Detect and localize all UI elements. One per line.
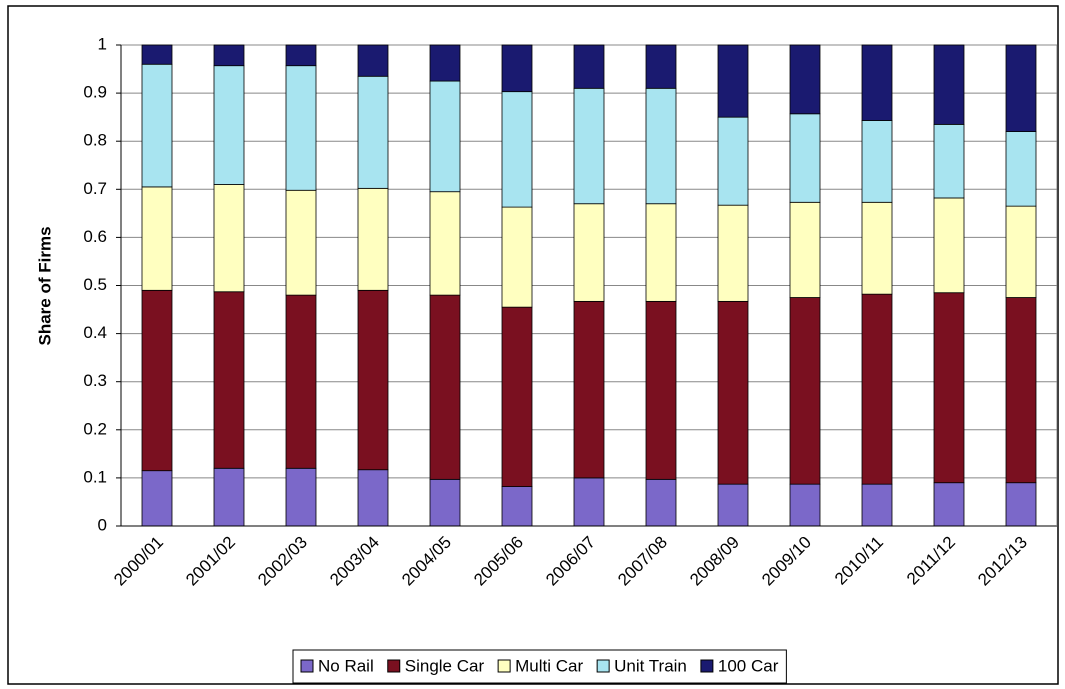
- bar-segment: [429, 191, 461, 296]
- bar-segment: [141, 186, 173, 291]
- bar-segment: [141, 63, 173, 188]
- bar-segment: [789, 201, 821, 298]
- bar-segment: [285, 189, 317, 296]
- bar-segment: [357, 289, 389, 471]
- bar-segment: [501, 306, 533, 487]
- bar-segment: [861, 483, 893, 527]
- bar-segment: [213, 291, 245, 469]
- bar-segment: [141, 44, 173, 65]
- y-tick-label: 0.9: [83, 83, 107, 102]
- legend-swatch: [300, 659, 314, 673]
- bar-segment: [933, 482, 965, 527]
- bar-segment: [357, 44, 389, 77]
- y-tick-label: 0.7: [83, 179, 107, 198]
- bar-segment: [573, 477, 605, 527]
- bar-segment: [573, 44, 605, 89]
- bar-segment: [285, 294, 317, 469]
- legend-swatch: [497, 659, 511, 673]
- bar-segment: [573, 300, 605, 479]
- legend-label: Unit Train: [614, 656, 687, 675]
- bar-segment: [429, 294, 461, 480]
- bar-segment: [717, 44, 749, 118]
- bar-segment: [573, 87, 605, 205]
- legend-label: Multi Car: [515, 656, 583, 675]
- y-tick-label: 0.2: [83, 419, 107, 438]
- bar-segment: [1005, 205, 1037, 298]
- bar-segment: [285, 467, 317, 527]
- bar-segment: [1005, 131, 1037, 207]
- bar-segment: [717, 116, 749, 206]
- bar-segment: [285, 65, 317, 191]
- y-tick-label: 1: [98, 34, 107, 53]
- y-tick-label: 0.1: [83, 467, 107, 486]
- bar-segment: [789, 483, 821, 527]
- bar-segment: [573, 203, 605, 302]
- bar-segment: [861, 120, 893, 203]
- legend-swatch: [596, 659, 610, 673]
- legend-label: 100 Car: [718, 656, 779, 675]
- bar-segment: [645, 478, 677, 527]
- y-tick-label: 0.4: [83, 323, 107, 342]
- bar-segment: [429, 478, 461, 527]
- bar-segment: [213, 467, 245, 527]
- bar-segment: [861, 201, 893, 295]
- legend-label: Single Car: [405, 656, 485, 675]
- bar-segment: [933, 292, 965, 484]
- bar-segment: [645, 87, 677, 205]
- bar-segment: [645, 300, 677, 480]
- legend-label: No Rail: [318, 656, 374, 675]
- y-tick-label: 0.8: [83, 131, 107, 150]
- bar-segment: [429, 44, 461, 82]
- bar-segment: [861, 44, 893, 121]
- bar-segment: [861, 293, 893, 485]
- bar-segment: [429, 80, 461, 193]
- bar-segment: [213, 184, 245, 293]
- bar-segment: [357, 75, 389, 189]
- bar-segment: [717, 204, 749, 302]
- bar-segment: [933, 123, 965, 199]
- bar-segment: [141, 289, 173, 472]
- bar-segment: [213, 44, 245, 67]
- bar-segment: [141, 470, 173, 527]
- legend-swatch: [387, 659, 401, 673]
- bar-segment: [789, 113, 821, 203]
- bar-segment: [645, 203, 677, 302]
- y-tick-label: 0.3: [83, 371, 107, 390]
- bar-segment: [1005, 44, 1037, 132]
- bar-segment: [717, 300, 749, 485]
- y-tick-label: 0.5: [83, 275, 107, 294]
- bar-segment: [357, 187, 389, 291]
- legend: No Rail Single Car Multi Car Unit Train 100 …: [292, 649, 787, 684]
- y-tick-label: 0: [98, 515, 107, 534]
- legend-swatch: [700, 659, 714, 673]
- bar-segment: [789, 297, 821, 485]
- bar-segment: [933, 197, 965, 294]
- bar-segment: [717, 483, 749, 527]
- bar-segment: [213, 65, 245, 185]
- bar-segment: [501, 44, 533, 93]
- bar-segment: [501, 206, 533, 308]
- bar-segment: [1005, 297, 1037, 484]
- bar-segment: [789, 44, 821, 115]
- bar-segment: [501, 486, 533, 527]
- bar-segment: [501, 91, 533, 208]
- y-axis-title: Share of Firms: [35, 226, 54, 345]
- bar-segment: [285, 44, 317, 67]
- bar-segment: [1005, 482, 1037, 527]
- bar-segment: [357, 469, 389, 527]
- bar-segment: [645, 44, 677, 89]
- bar-segment: [933, 44, 965, 125]
- y-tick-label: 0.6: [83, 227, 107, 246]
